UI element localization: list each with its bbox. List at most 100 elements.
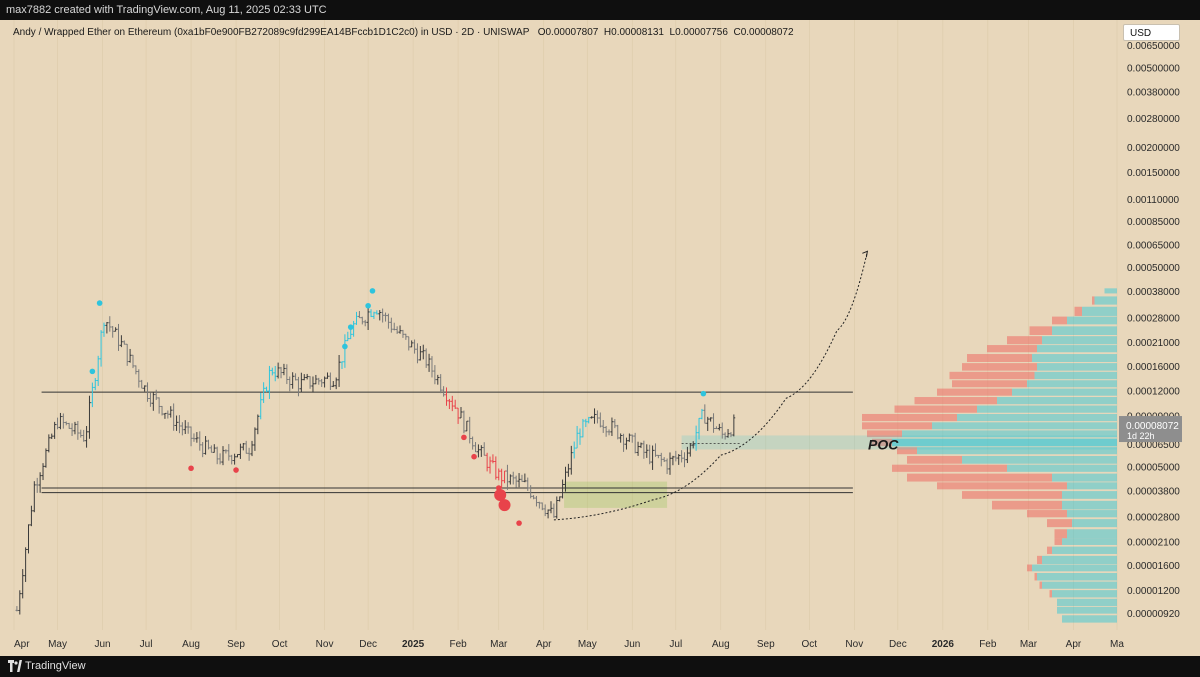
candle-241 [715,426,718,430]
candle-107 [326,372,329,379]
profile-bar-up-13 [977,405,1117,413]
price-tick-20: 0.00002100 [1127,538,1180,549]
candle-165 [494,456,498,480]
candle-181 [540,502,544,511]
candle-6 [32,481,36,513]
candle-167 [500,468,504,489]
profile-bar-down-7 [967,354,1032,363]
candle-109 [331,381,335,388]
candle-78 [241,443,245,451]
last-price-label: 0.00008072 [1126,421,1179,432]
price-tick-12: 0.00021000 [1127,338,1180,349]
candle-88 [270,367,274,376]
footer-bar: TradingView [0,656,1200,677]
price-tick-17: 0.00005000 [1127,463,1180,474]
candle-175 [523,473,527,483]
profile-bar-up-32 [1037,572,1117,581]
candle-56 [178,415,181,434]
candle-207 [616,424,620,440]
signal-marker-7 [369,288,376,294]
profile-bar-up-27 [1067,529,1117,539]
candle-117 [355,311,358,325]
profile-bar-down-17 [872,438,892,447]
profile-bar-up-12 [997,397,1117,405]
candle-20 [73,421,77,435]
candle-38 [125,343,129,366]
profile-bar-down-30 [1037,555,1042,565]
candle-214 [636,441,640,456]
last-price-tag [1119,416,1182,443]
candle-79 [244,440,248,454]
candle-59 [186,422,190,434]
candle-68 [212,444,216,453]
candle-136 [410,340,414,348]
price-tick-4: 0.00200000 [1127,143,1180,154]
candle-219 [651,445,654,470]
time-tick-18: Oct [802,639,818,650]
profile-bar-up-23 [1062,491,1117,499]
signal-markers [89,288,707,526]
candle-125 [378,310,382,321]
profile-bar-up-17 [892,438,1117,447]
candle-115 [349,329,353,340]
candle-122 [369,309,373,318]
profile-bar-up-9 [1034,371,1117,380]
candle-110 [334,377,338,390]
candle-28 [96,355,100,387]
profile-bar-down-3 [1052,316,1067,325]
candle-96 [294,373,297,381]
candle-119 [360,316,364,325]
candle-170 [508,474,512,485]
candle-113 [343,334,347,368]
time-tick-1: May [48,639,67,650]
candle-157 [471,436,475,450]
signal-marker-0 [89,368,96,375]
candle-243 [720,422,724,439]
price-chart[interactable]: 0.00650000 0.00500000 0.00380000 0.00280000… [0,20,1200,656]
candle-72 [224,449,228,454]
author-credit: max7882 created with TradingView.com, Au… [6,4,327,16]
currency-selector[interactable]: USD [1123,24,1180,41]
time-tick-21: 2026 [932,639,955,650]
candle-65 [204,436,207,455]
candle-37 [122,340,126,345]
candle-147 [442,386,445,397]
candle-237 [703,404,707,424]
candle-84 [259,392,263,420]
candles [15,307,736,615]
candle-48 [154,389,158,401]
candle-132 [398,325,402,334]
candle-224 [665,458,669,475]
candle-206 [613,419,617,429]
candle-229 [680,450,684,463]
candle-2 [21,569,25,599]
candle-150 [450,395,454,412]
candle-127 [384,312,387,322]
candle-179 [535,495,538,507]
candle-244 [723,432,727,440]
candle-223 [662,457,666,462]
candle-64 [201,442,205,458]
candle-69 [215,446,219,465]
candle-85 [262,382,266,404]
chart-area[interactable]: 0.00650000 0.00500000 0.00380000 0.00280000… [0,20,1200,656]
candle-5 [30,505,33,527]
candle-154 [462,410,466,434]
candle-139 [418,345,422,361]
candle-53 [169,406,173,418]
candle-97 [297,376,300,397]
candle-129 [389,317,393,333]
candle-30 [102,322,106,337]
candle-188 [561,479,564,499]
candle-176 [526,477,530,491]
profile-bar-down-24 [992,500,1062,510]
candle-23 [82,429,86,442]
profile-bar-up-5 [1042,336,1117,345]
profile-bar-down-23 [962,491,1062,499]
signal-marker-4 [342,343,348,350]
candle-186 [555,496,559,519]
candle-230 [683,452,686,468]
profile-bar-down-2 [1074,306,1082,316]
tradingview-brand: TradingView [25,660,86,672]
candle-51 [163,412,167,419]
